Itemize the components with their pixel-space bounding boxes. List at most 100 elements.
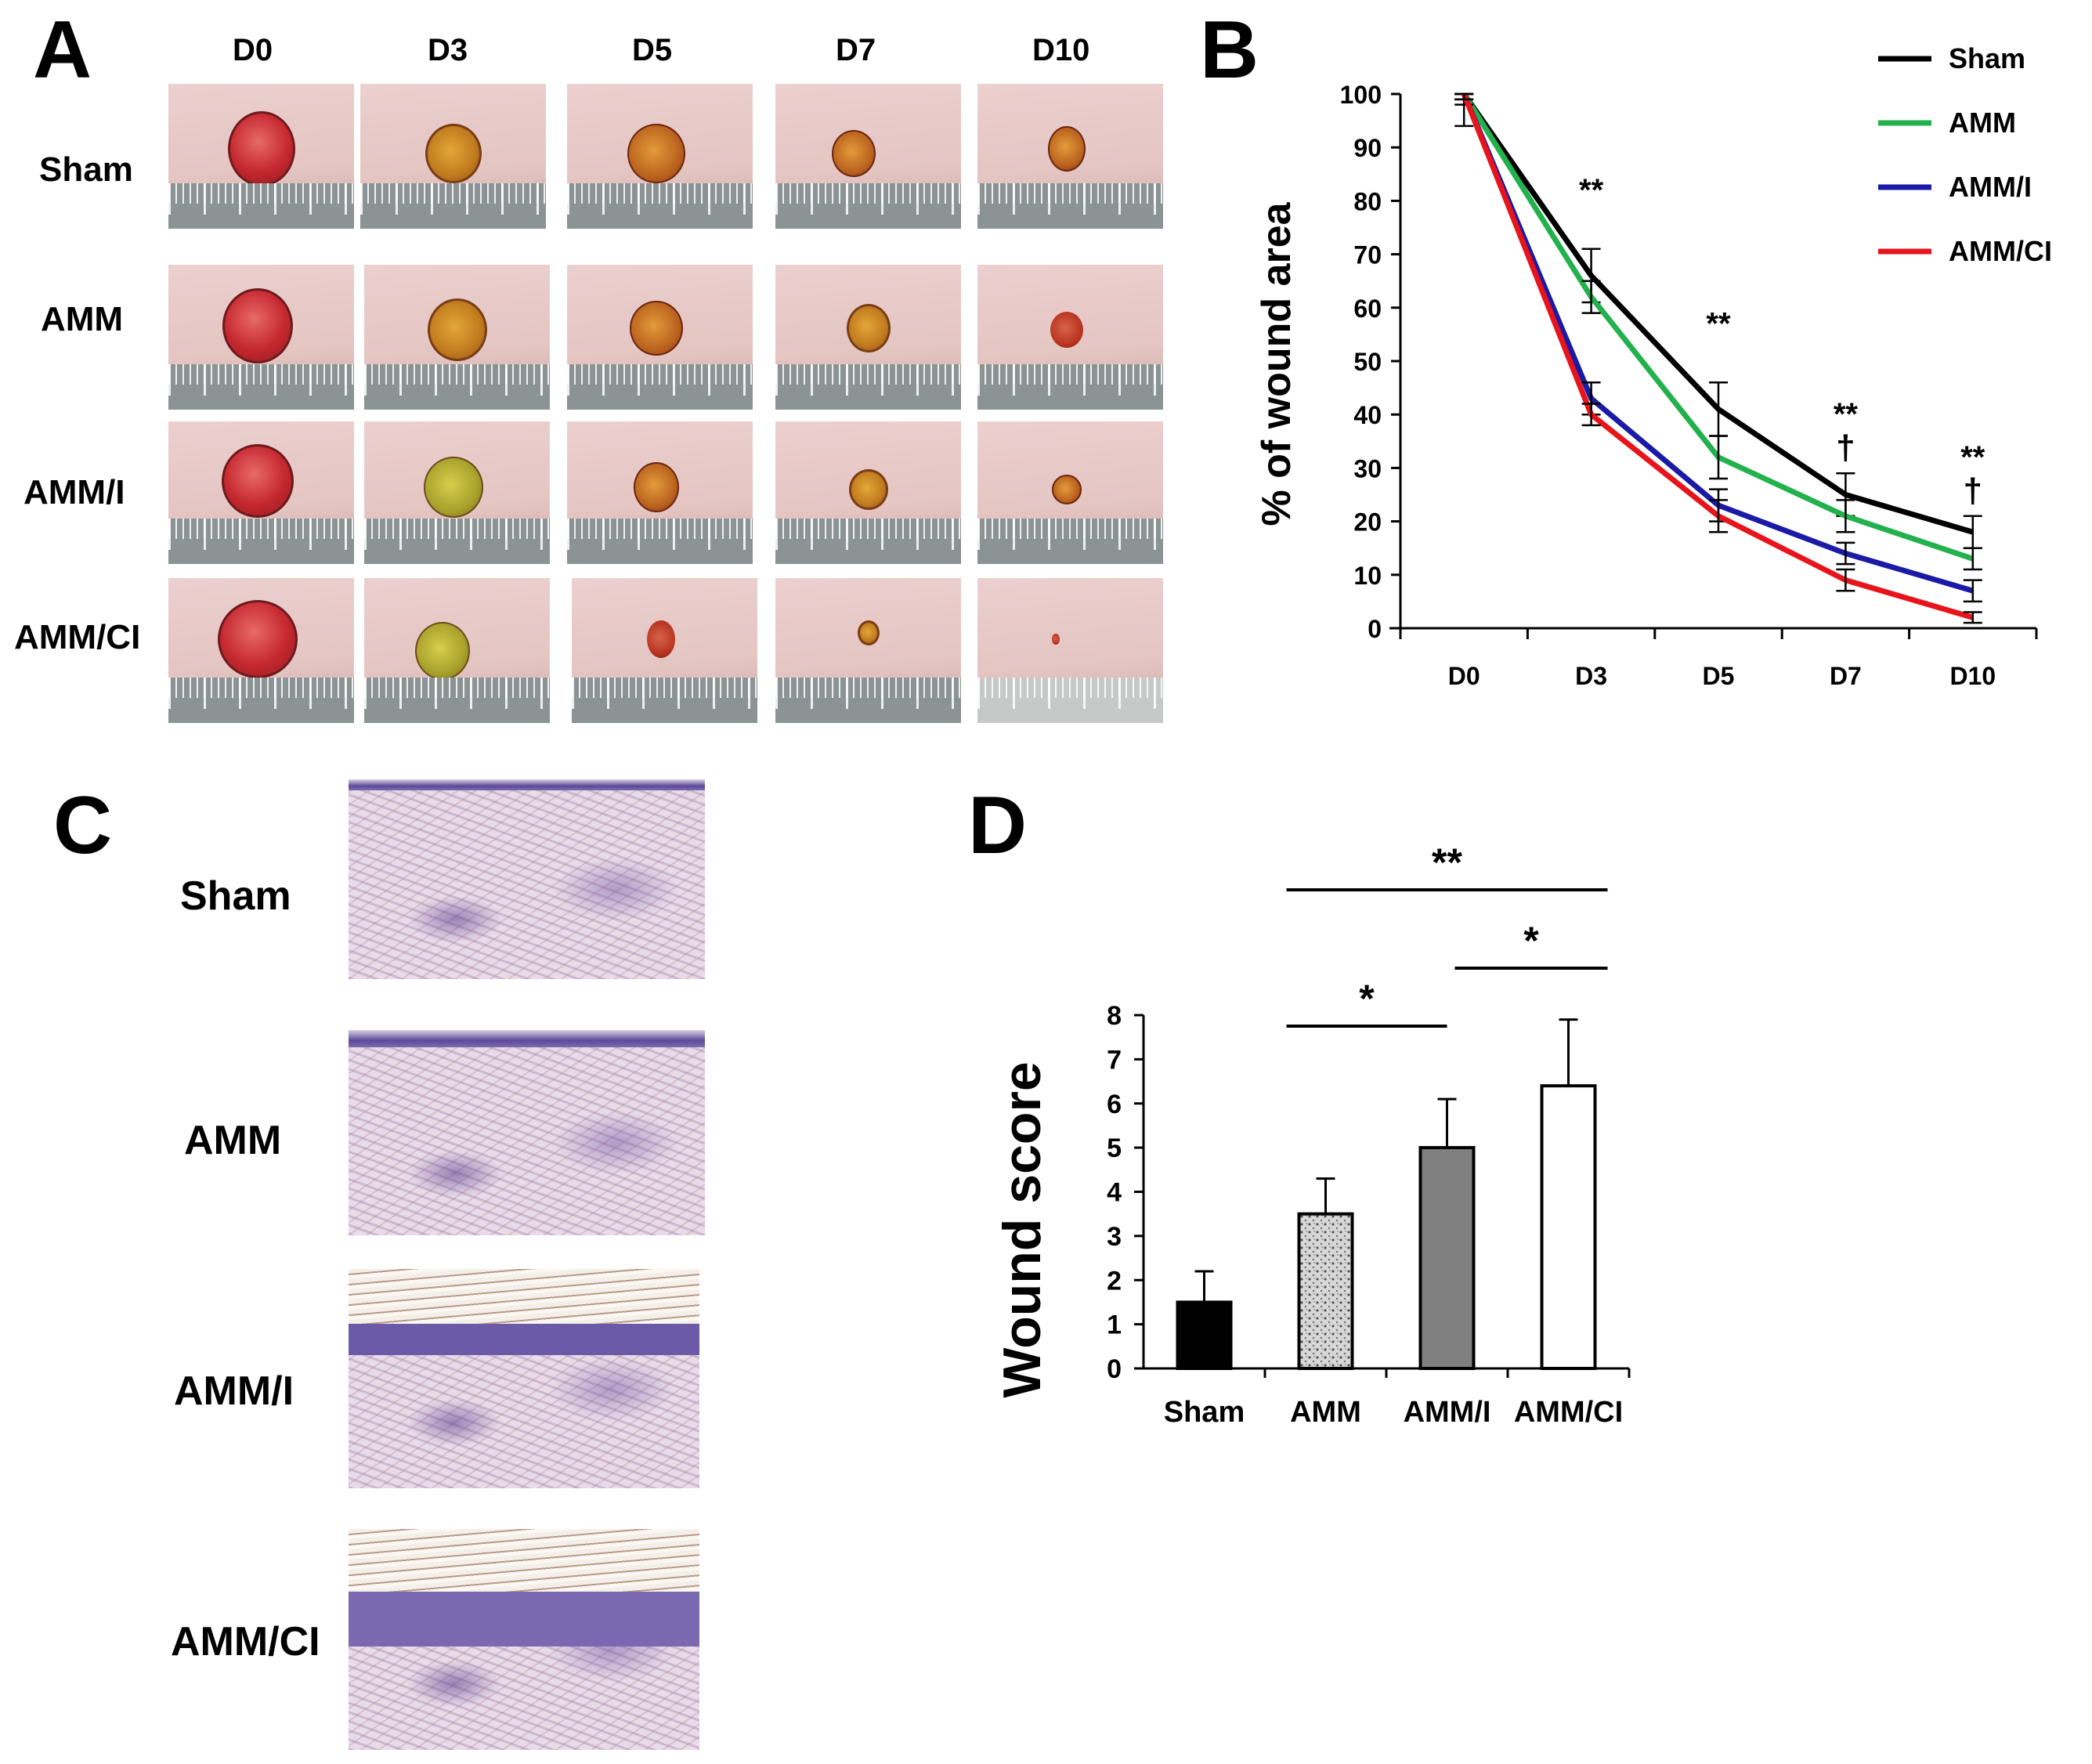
y-tick-label: 60 [1353,295,1382,323]
histo-label-amm-ci: AMM/CI [171,1619,320,1665]
wound-photo-amm-d0 [168,265,354,410]
wound-photo-amm-i-d0 [168,421,354,564]
x-tick-label: Sham [1164,1396,1245,1429]
y-tick-label: 90 [1353,134,1382,162]
y-tick-label: 6 [1107,1090,1122,1119]
histo-label-amm: AMM [184,1118,282,1163]
x-tick-label: AMM/I [1404,1396,1491,1429]
legend-label-amm-ci: AMM/CI [1949,235,2052,267]
y-tick-label: 50 [1353,348,1382,376]
significance-marker: † [1964,472,1982,510]
error-bar-amm [1963,547,1982,571]
row-label-amm-i: AMM/I [23,473,125,511]
row-label-sham: Sham [39,150,133,189]
row-label-amm: AMM [41,300,124,338]
y-axis-label: Wound score [992,1061,1052,1397]
bar-sham [1176,1300,1233,1370]
wound-photo-amm-d5 [567,265,753,410]
significance-marker: ** [1432,840,1462,884]
y-tick-label: 30 [1353,454,1382,483]
x-tick-label: D10 [1949,662,1996,690]
wound-photo-amm-i-d5 [567,421,753,564]
error-bar-amm-ci [1709,499,1728,533]
bar-amm-i [1418,1146,1476,1370]
significance-marker: ** [1579,173,1604,208]
error-bar-amm-i [1437,1097,1457,1148]
y-tick-label: 4 [1107,1178,1122,1208]
y-tick-label: 10 [1353,562,1382,590]
wound-area-line-chart: 0 10 20 30 40 50 60 70 80 90 100 D0 D3 D5 D7 D10 Sham AM… [1254,42,2052,690]
row-label-amm-ci: AMM/CI [14,618,141,656]
y-axis-label: % of wound area [1254,201,1299,526]
day-header-d0: D0 [233,33,273,67]
error-bar-amm-ci [1963,611,1982,624]
y-tick-label: 3 [1107,1222,1122,1252]
y-tick-label: 1 [1107,1310,1122,1340]
bar-amm [1297,1212,1354,1370]
histology-amm [349,1030,705,1235]
error-bar-amm [1581,280,1601,314]
wound-photo-sham-d3 [360,84,546,229]
day-header-d3: D3 [428,33,468,67]
error-bar-amm [1836,499,1855,533]
error-bar-amm-ci [1836,568,1855,592]
day-header-d10: D10 [1032,33,1090,67]
error-bar-amm-ci [1581,403,1601,427]
y-tick-label: 40 [1353,401,1382,429]
error-bar-amm-ci [1559,1018,1578,1086]
error-bar-sham [1194,1270,1214,1303]
significance-marker: ** [1960,440,1985,475]
wound-photo-amm-ci-d7 [775,578,961,723]
wound-photo-amm-d7 [775,265,961,410]
wound-photo-amm-i-d7 [775,421,961,564]
y-tick-label: 0 [1368,615,1382,643]
significance-marker: * [1359,977,1375,1021]
legend-label-amm-i: AMM/I [1949,171,2032,203]
wound-photo-amm-ci-d0 [168,578,354,723]
legend-label-sham: Sham [1949,42,2025,74]
y-tick-label: 100 [1340,81,1382,109]
histo-label-sham: Sham [180,873,291,919]
wound-photo-sham-d10 [977,84,1163,229]
error-bar-amm-i [1963,579,1982,603]
day-header-d7: D7 [836,33,876,67]
panel-b-label: B [1200,5,1259,96]
series-line-amm-ci [1461,92,1974,620]
wound-photo-amm-d3 [364,265,550,410]
significance-marker: ** [1706,306,1731,341]
wound-photo-amm-i-d3 [364,421,550,564]
wound-photo-amm-i-d10 [977,421,1163,564]
y-tick-label: 20 [1353,508,1382,537]
error-bar-sham [1709,381,1728,437]
x-tick-label: D5 [1703,662,1735,690]
wound-photo-sham-d5 [567,84,753,229]
y-tick-label: 70 [1353,241,1382,269]
histology-amm-ci [349,1529,699,1750]
y-tick-label: 2 [1107,1266,1122,1296]
panel-d-label: D [968,780,1028,871]
histology-amm-i [349,1269,699,1488]
wound-photo-amm-ci-d10 [977,578,1163,723]
y-tick-label: 80 [1353,187,1382,215]
x-tick-label: D3 [1575,662,1607,690]
wound-photo-amm-ci-d3 [364,578,550,723]
x-tick-label: D7 [1830,662,1862,690]
y-tick-label: 7 [1107,1045,1122,1075]
error-bar-amm [1709,435,1728,480]
significance-bracket: * [1454,919,1608,970]
wound-photo-amm-d10 [977,265,1163,410]
significance-marker: * [1523,919,1539,963]
histology-sham [349,779,705,979]
significance-bracket: ** [1286,840,1608,891]
error-bar-amm-ci [1454,92,1474,101]
bar-amm-ci [1540,1084,1597,1370]
y-tick-label: 0 [1107,1354,1122,1384]
wound-photo-sham-d7 [775,84,961,229]
histo-label-amm-i: AMM/I [174,1368,294,1414]
wound-photo-sham-d0 [168,84,354,229]
x-tick-label: AMM/CI [1514,1396,1623,1429]
panel-c-label: C [53,780,113,871]
y-tick-label: 8 [1107,1001,1122,1031]
y-tick-label: 5 [1107,1133,1122,1163]
